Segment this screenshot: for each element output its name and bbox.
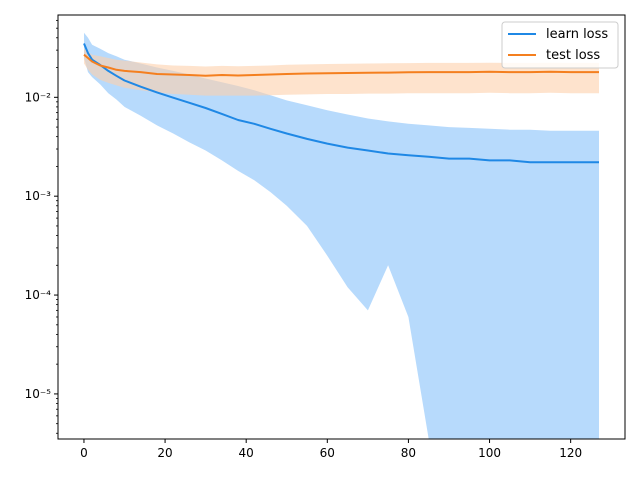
x-tick-label: 60 bbox=[320, 446, 335, 460]
y-tick-label: 10⁻³ bbox=[25, 189, 52, 203]
y-tick-label: 10⁻² bbox=[25, 90, 52, 104]
learn-loss-band bbox=[84, 32, 599, 439]
learn-loss-line bbox=[83, 43, 599, 164]
legend-label-learn-loss: learn loss bbox=[546, 27, 608, 42]
x-tick-label: 40 bbox=[239, 446, 254, 460]
x-tick-label: 20 bbox=[157, 446, 172, 460]
legend: learn loss test loss bbox=[501, 21, 619, 69]
y-tick-label: 10⁻⁴ bbox=[25, 288, 52, 302]
axes-frame bbox=[57, 14, 626, 440]
x-tick-label: 80 bbox=[401, 446, 416, 460]
series-lines bbox=[83, 43, 599, 164]
x-tick-label: 0 bbox=[80, 446, 88, 460]
x-axis: 0 20 40 60 80 100 120 bbox=[80, 439, 582, 460]
legend-label-test-loss: test loss bbox=[546, 48, 600, 63]
y-axis: 10⁻⁵ 10⁻⁴ 10⁻³ 10⁻² bbox=[25, 19, 58, 434]
x-tick-label: 100 bbox=[478, 446, 501, 460]
y-tick-label: 10⁻⁵ bbox=[25, 387, 52, 401]
x-tick-label: 120 bbox=[559, 446, 582, 460]
test-loss-line bbox=[83, 53, 599, 77]
